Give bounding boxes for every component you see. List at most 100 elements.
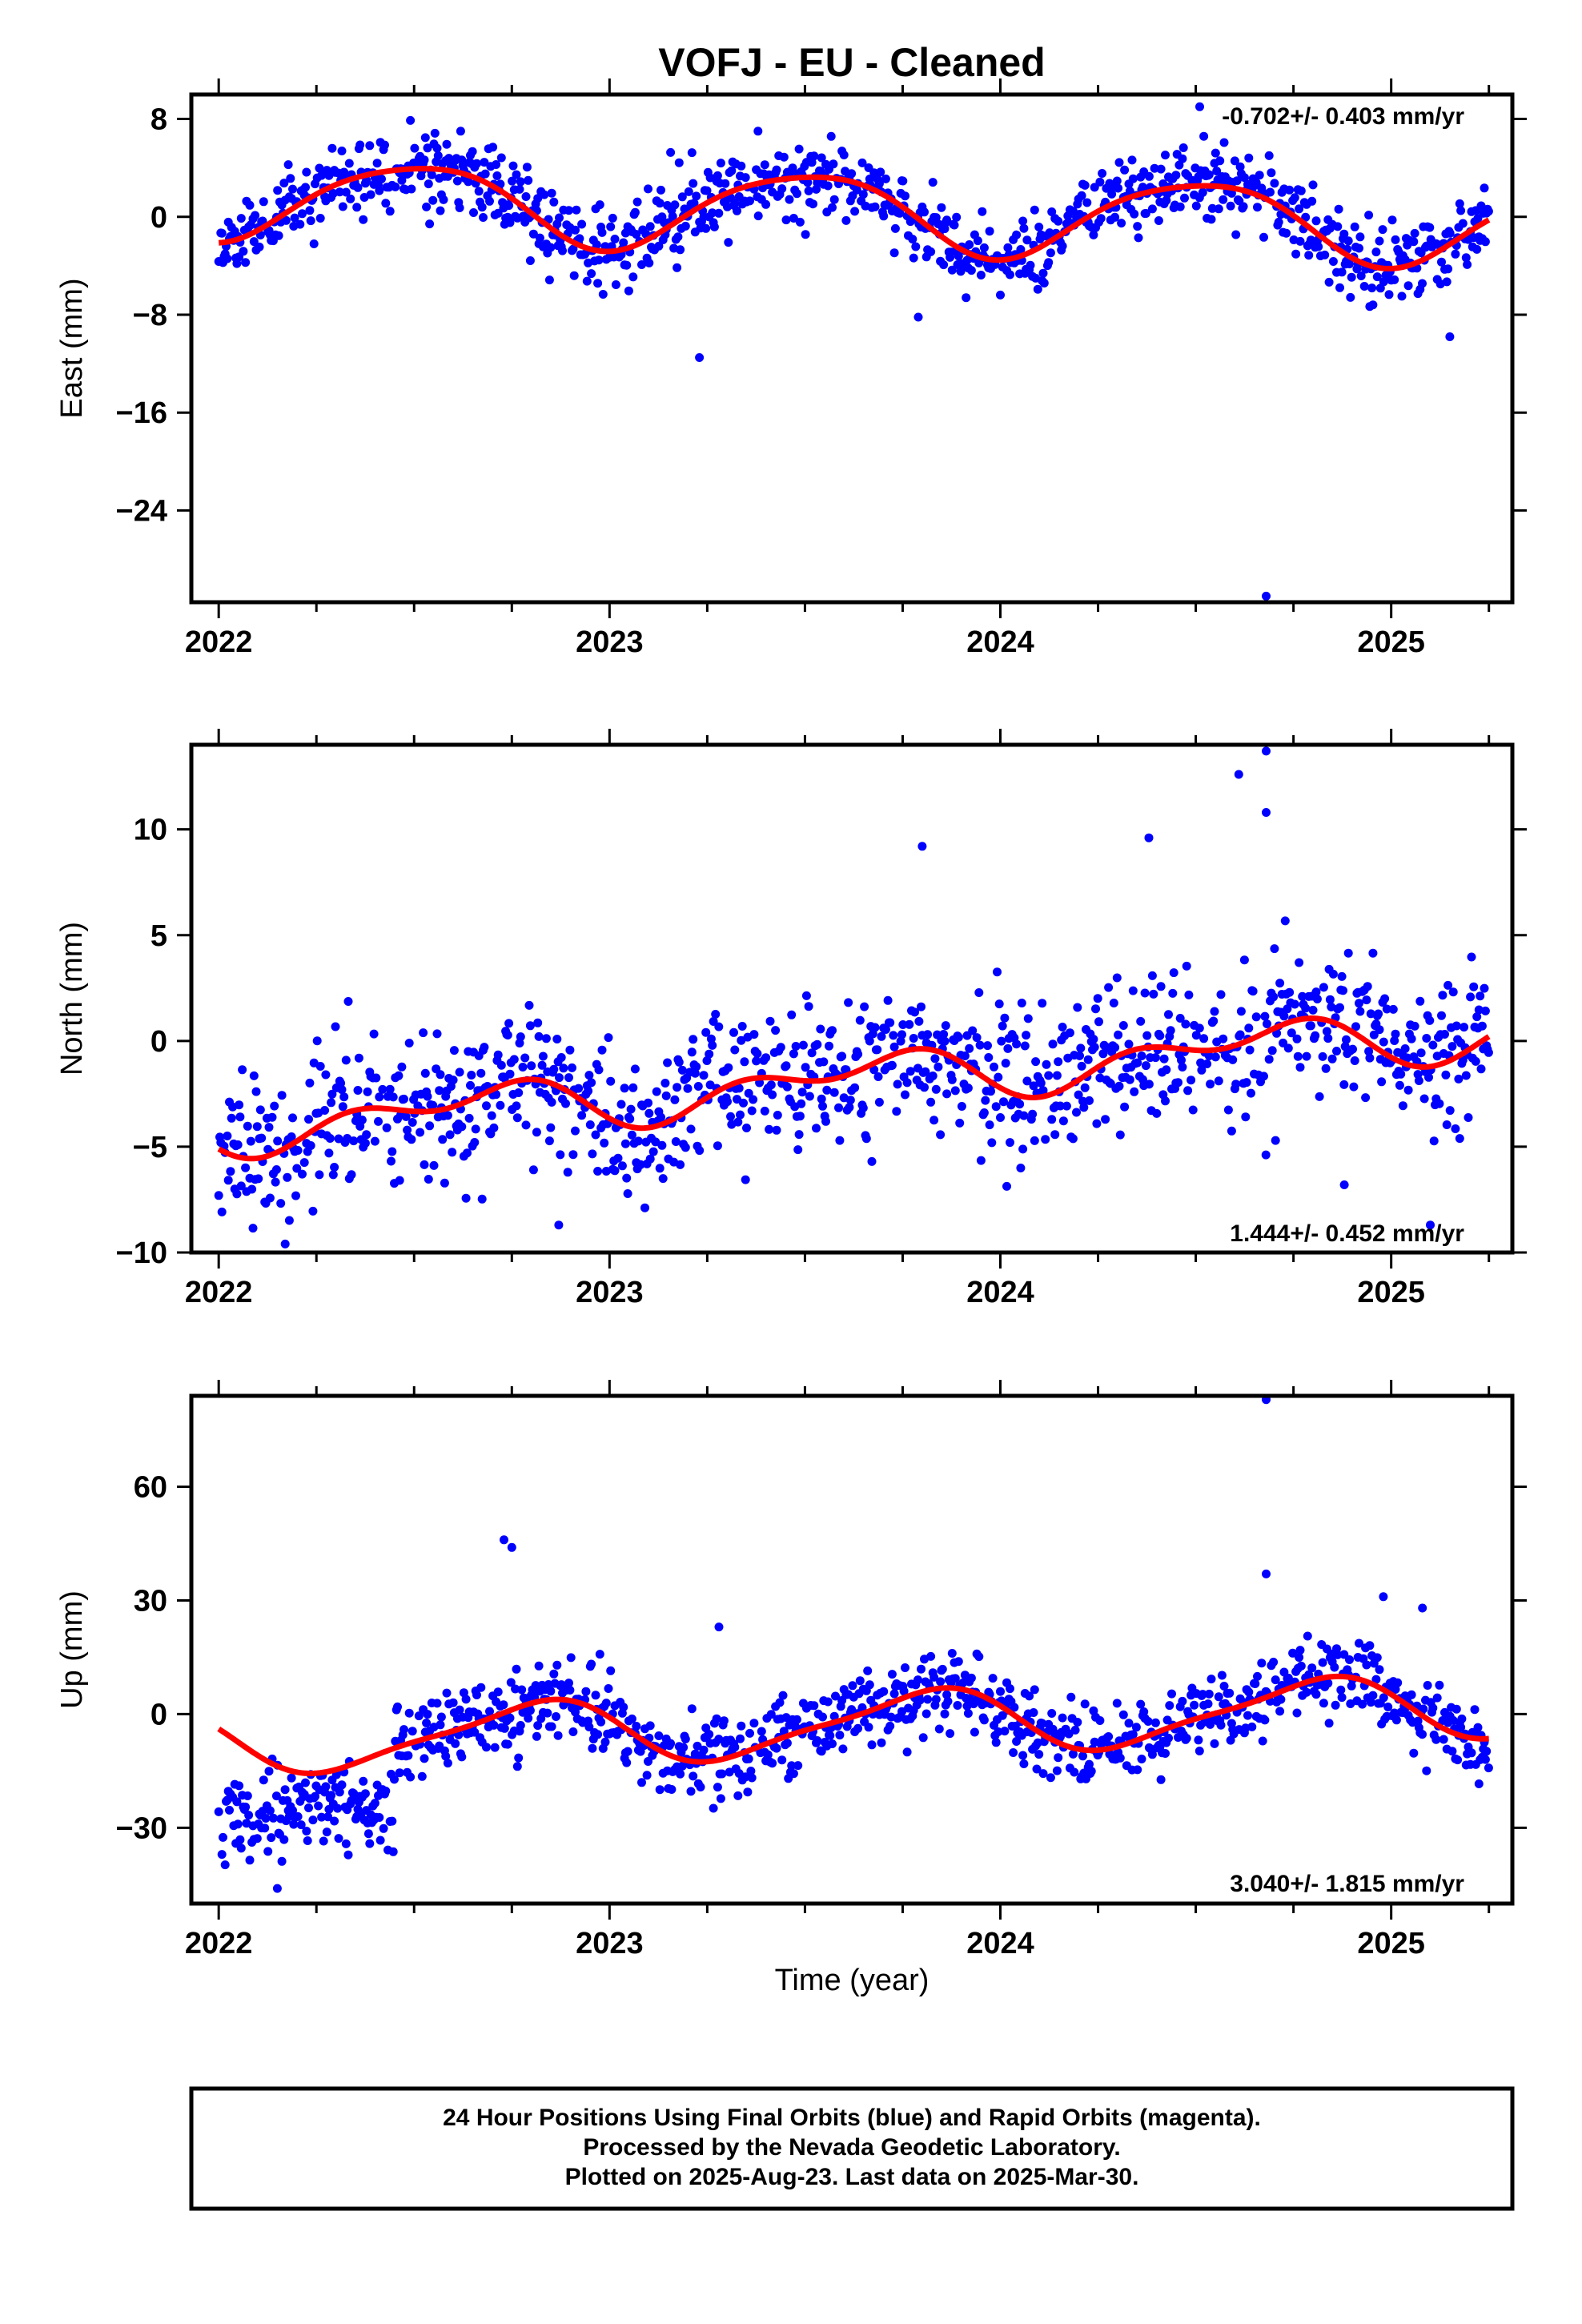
data-point	[1080, 180, 1090, 190]
data-point	[1285, 185, 1295, 195]
data-point	[873, 1072, 883, 1081]
data-point	[645, 1721, 655, 1731]
data-point	[401, 1112, 411, 1121]
data-point	[506, 1678, 516, 1687]
data-point	[1016, 245, 1026, 254]
data-point	[1453, 1755, 1463, 1765]
data-point	[537, 1060, 547, 1070]
data-point	[699, 1071, 709, 1080]
data-point	[966, 1673, 976, 1683]
data-point	[1363, 982, 1372, 991]
data-point	[1010, 1703, 1019, 1712]
data-point	[1231, 1080, 1241, 1089]
data-point	[349, 1136, 359, 1146]
data-point	[1410, 228, 1419, 238]
data-point	[232, 1189, 242, 1199]
data-point	[730, 1045, 740, 1055]
data-point	[997, 1036, 1006, 1046]
data-point	[500, 1723, 509, 1733]
data-point	[812, 1124, 821, 1133]
data-point	[782, 1739, 792, 1748]
outlier-point	[500, 1535, 508, 1545]
data-point	[259, 1775, 268, 1785]
data-point	[1194, 1735, 1203, 1745]
data-point	[370, 1136, 379, 1146]
data-point	[1190, 1700, 1199, 1710]
data-point	[818, 1712, 827, 1722]
data-point	[689, 199, 699, 208]
data-point	[283, 160, 293, 170]
data-point	[1047, 1115, 1057, 1124]
data-point	[587, 1659, 596, 1669]
data-point	[968, 1026, 978, 1035]
data-point	[260, 1823, 270, 1833]
data-point	[1270, 944, 1279, 954]
footer-frame	[189, 2086, 1515, 2211]
data-point	[1270, 179, 1279, 188]
data-point	[1379, 1037, 1388, 1047]
outlier-point	[1234, 770, 1243, 779]
data-point	[325, 1134, 335, 1143]
data-point	[1466, 992, 1476, 1002]
data-point	[1031, 1057, 1041, 1067]
data-point	[1374, 1009, 1383, 1019]
data-point	[584, 1723, 594, 1731]
data-point	[637, 260, 646, 269]
data-point	[1095, 177, 1105, 187]
data-point	[323, 1812, 333, 1822]
data-point	[1115, 1130, 1125, 1140]
data-point	[330, 1163, 339, 1172]
data-point	[923, 1695, 933, 1704]
data-point	[533, 1018, 543, 1027]
data-point	[1403, 281, 1413, 291]
data-point	[1437, 257, 1446, 267]
data-point	[1161, 1749, 1170, 1758]
data-point	[321, 1782, 331, 1791]
data-point	[1178, 143, 1188, 152]
data-point	[939, 1030, 949, 1039]
data-point	[1469, 982, 1479, 991]
data-point	[241, 258, 251, 267]
data-point	[689, 1035, 698, 1044]
data-point	[787, 1761, 797, 1771]
data-point	[515, 184, 524, 194]
data-point	[1452, 1704, 1461, 1714]
data-point	[1045, 228, 1054, 238]
data-point	[288, 1113, 297, 1123]
outlier-point	[1445, 332, 1455, 341]
data-point	[1186, 1076, 1196, 1085]
data-point	[1258, 1736, 1267, 1746]
data-point	[324, 1148, 334, 1158]
data-point	[1241, 1112, 1251, 1122]
data-point	[544, 1136, 554, 1146]
data-point	[271, 1177, 280, 1187]
data-point	[745, 196, 754, 206]
data-point	[807, 1048, 817, 1058]
data-point	[996, 1687, 1005, 1696]
data-point	[812, 184, 821, 194]
data-point	[627, 1714, 636, 1723]
data-point	[619, 1703, 628, 1712]
data-point	[381, 199, 391, 208]
up-frame	[189, 1393, 1515, 1906]
data-point	[404, 1751, 413, 1760]
data-point	[1114, 1030, 1123, 1039]
data-point	[917, 1002, 926, 1011]
data-point	[701, 223, 711, 233]
data-point	[822, 1085, 832, 1095]
data-point	[921, 1709, 931, 1719]
data-point	[525, 1706, 535, 1715]
data-point	[1128, 986, 1138, 995]
data-point	[341, 1839, 351, 1848]
data-point	[611, 280, 620, 289]
data-point	[496, 153, 506, 163]
data-point	[1046, 248, 1055, 258]
data-point	[913, 1675, 922, 1685]
outlier-point	[554, 1220, 564, 1230]
data-point	[1073, 1718, 1082, 1727]
data-point	[1156, 164, 1166, 174]
data-point	[1445, 228, 1455, 238]
data-point	[974, 988, 984, 997]
data-point	[1016, 1164, 1026, 1172]
data-point	[844, 998, 853, 1007]
